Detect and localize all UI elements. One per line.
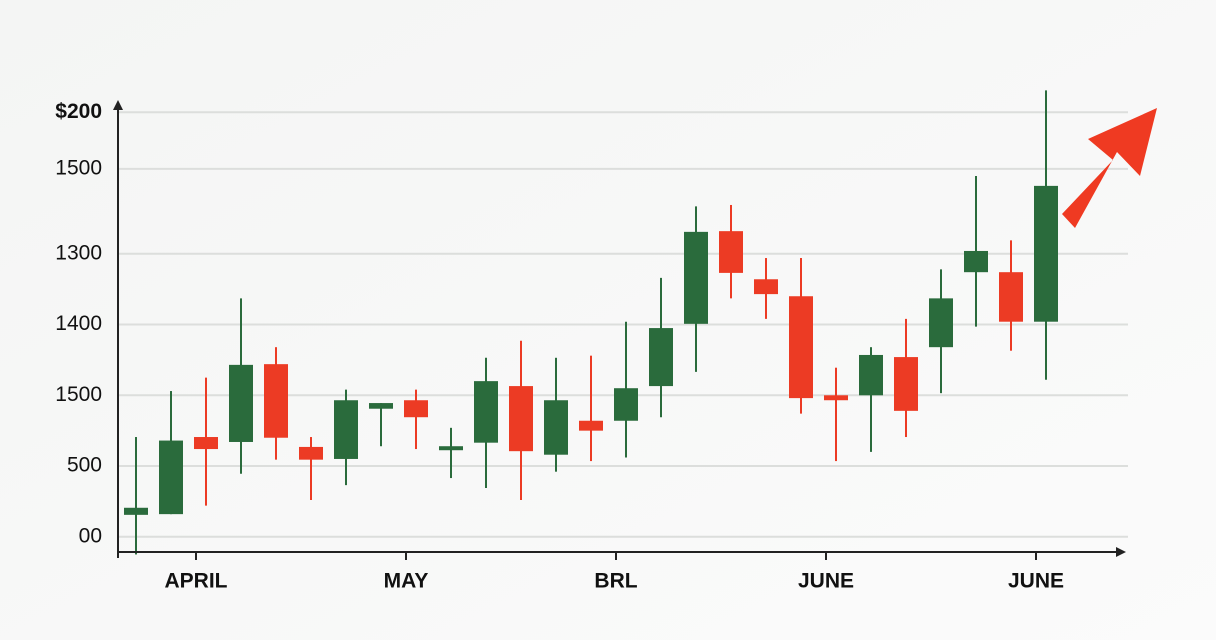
x-tick-label: MAY — [384, 570, 429, 593]
candle-body — [859, 354, 883, 396]
candle-body — [474, 381, 498, 443]
candle-body — [264, 364, 288, 438]
candle-body — [509, 386, 533, 452]
candle-body — [334, 400, 358, 459]
candle-body — [1034, 185, 1058, 322]
y-tick-label: 1300 — [55, 241, 102, 264]
candle-body — [299, 446, 323, 460]
trend-arrow — [1062, 108, 1157, 228]
x-tick-label: JUNE — [1008, 570, 1064, 593]
candle-body — [964, 250, 988, 273]
candle-body — [894, 357, 918, 411]
candle-body — [754, 279, 778, 295]
candle-body — [579, 420, 603, 431]
x-tick-label: APRIL — [165, 570, 228, 593]
candle-body — [824, 395, 848, 401]
candle-body — [229, 364, 253, 442]
candle-body — [369, 403, 393, 409]
x-axis-arrow — [1116, 547, 1126, 557]
candle-body — [649, 328, 673, 387]
candle-body — [789, 296, 813, 399]
y-tick-label: 1500 — [55, 156, 102, 179]
y-tick-label: 1400 — [55, 312, 102, 335]
candle-body — [544, 400, 568, 455]
candle-body — [404, 400, 428, 418]
candle-body — [719, 231, 743, 273]
y-tick-label: 1500 — [55, 383, 102, 406]
y-tick-label: $200 — [55, 100, 102, 123]
candle-body — [684, 231, 708, 324]
y-axis-arrow — [113, 100, 123, 110]
candle-body — [439, 446, 463, 451]
x-tick-label: BRL — [594, 570, 637, 593]
candle-body — [614, 388, 638, 421]
candle-body — [999, 272, 1023, 322]
candle-body — [124, 507, 148, 515]
y-tick-label: 00 — [79, 524, 102, 547]
x-tick-label: JUNE — [798, 570, 854, 593]
y-tick-label: 500 — [67, 454, 102, 477]
candle-body — [194, 437, 218, 450]
candle-body — [159, 440, 183, 515]
candle-body — [929, 298, 953, 348]
labels: 00 500 1500 1400 1300 1500 $200 APRIL MAY BRL JUNE… — [55, 100, 1064, 593]
candles — [124, 90, 1058, 555]
